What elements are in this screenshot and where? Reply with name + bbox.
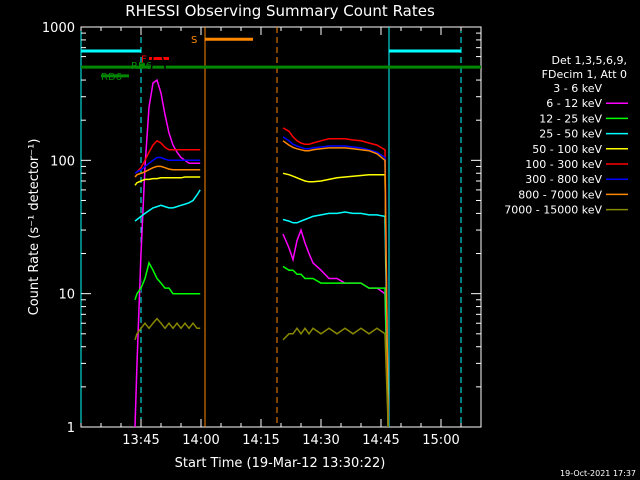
legend-entry-label: 100 - 300 keV bbox=[525, 158, 602, 171]
x-tick-label: 13:45 bbox=[122, 433, 159, 448]
series-line-0-1 bbox=[282, 203, 389, 428]
series-line-5-1 bbox=[282, 127, 389, 428]
legend-entry-label: 800 - 7000 keV bbox=[518, 188, 602, 201]
y-tick-label: 100 bbox=[50, 154, 75, 169]
series-line-3-1 bbox=[282, 211, 389, 428]
x-tick-label: 14:00 bbox=[182, 433, 219, 448]
legend-entry-label: 7000 - 15000 keV bbox=[504, 204, 602, 217]
x-tick-label: 14:30 bbox=[302, 433, 339, 448]
plot-area: 13:45 14:00 14:15 14:30 14:45 15:00 1 10 100 1000… bbox=[42, 21, 482, 448]
legend-entry-label: 300 - 800 keV bbox=[525, 173, 602, 186]
series-line-3-0 bbox=[134, 189, 201, 222]
y-tick-label: 1 bbox=[67, 421, 75, 436]
chart-title: RHESSI Observing Summary Count Rates bbox=[125, 2, 435, 20]
legend-entry-label: 12 - 25 keV bbox=[539, 112, 602, 125]
y-tick-label: 10 bbox=[58, 288, 75, 303]
x-tick-label: 15:00 bbox=[422, 433, 459, 448]
series-line-6-0 bbox=[134, 156, 201, 174]
legend: Det 1,3,5,6,9,FDecim 1, Att 03 - 6 keV 6 … bbox=[504, 54, 628, 217]
series-line-8-0 bbox=[134, 317, 201, 341]
legend-entry-label: 3 - 6 keV bbox=[553, 82, 602, 95]
legend-entry-label: 50 - 100 keV bbox=[532, 143, 602, 156]
legend-header-line: Det 1,3,5,6,9, bbox=[551, 54, 627, 67]
footer-date: 19-Oct-2021 17:37 bbox=[560, 469, 636, 478]
x-tick-label: 14:15 bbox=[242, 433, 279, 448]
y-tick-label: 1000 bbox=[42, 21, 75, 36]
x-tick-label: 14:45 bbox=[362, 433, 399, 448]
series-line-2-1 bbox=[282, 265, 389, 428]
y-axis-label: Count Rate (s⁻¹ detector⁻¹) bbox=[27, 139, 42, 316]
series-line-2-0 bbox=[134, 260, 201, 301]
series-line-4-1 bbox=[282, 172, 389, 428]
flag-label-3: F bbox=[141, 55, 147, 66]
legend-entry-label: 6 - 12 keV bbox=[546, 97, 602, 110]
series-line-7-1 bbox=[282, 140, 389, 428]
series-line-4-0 bbox=[134, 176, 201, 186]
flag-label-4: S bbox=[191, 35, 197, 46]
series-line-5-0 bbox=[134, 139, 201, 174]
series-line-8-1 bbox=[282, 327, 389, 428]
legend-entry-label: 25 - 50 keV bbox=[539, 128, 602, 141]
legend-header-line: FDecim 1, Att 0 bbox=[542, 68, 627, 81]
series-line-1-0 bbox=[134, 78, 201, 428]
flag-label-0: RD6 bbox=[101, 72, 122, 83]
series-line-7-0 bbox=[134, 165, 201, 178]
x-axis-label: Start Time (19-Mar-12 13:30:22) bbox=[175, 456, 386, 471]
series-line-1-1 bbox=[282, 227, 389, 428]
series-line-6-1 bbox=[282, 136, 389, 428]
